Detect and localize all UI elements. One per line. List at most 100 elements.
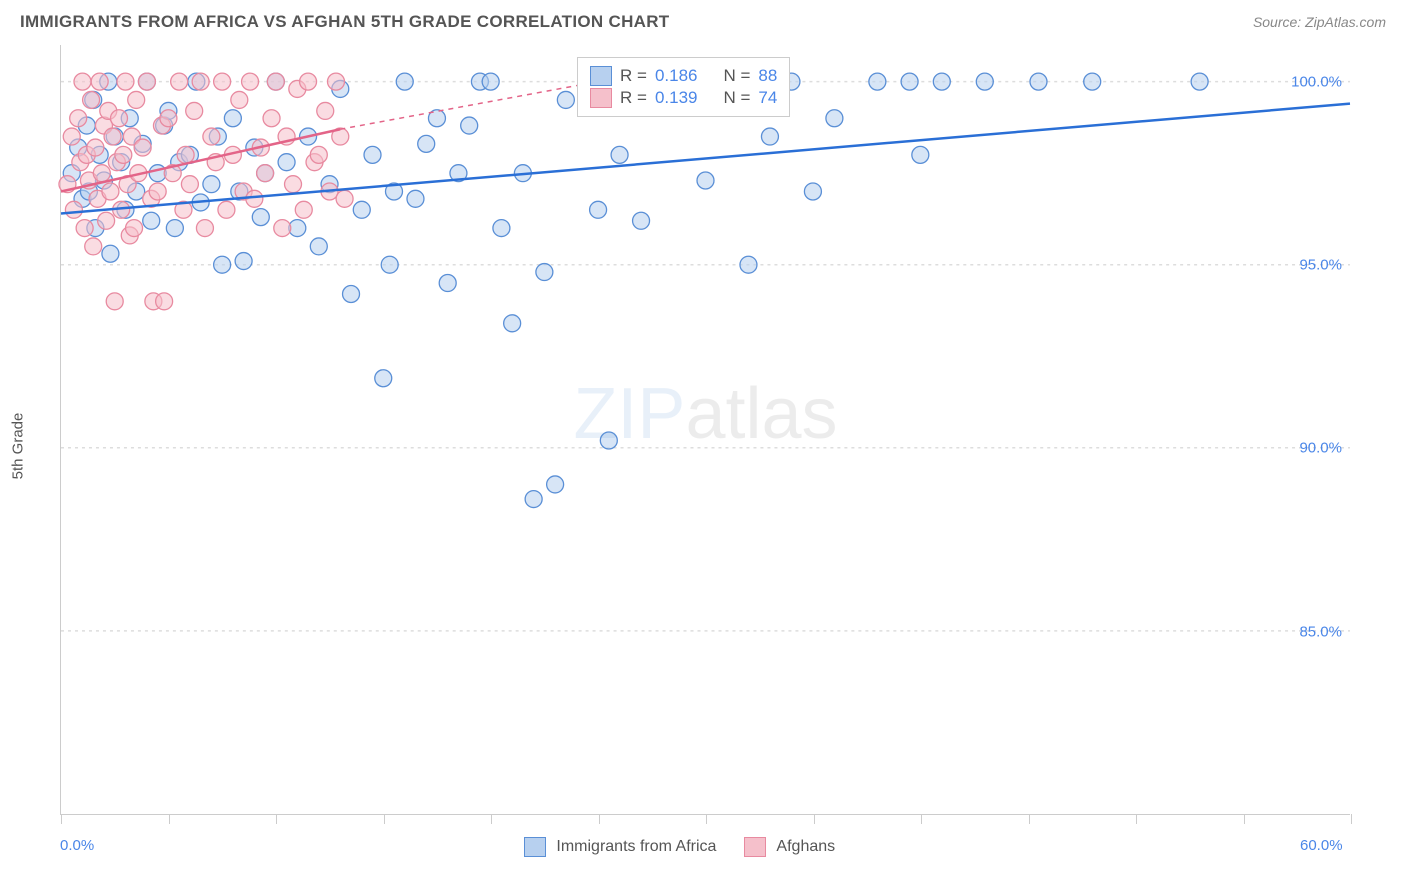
correlation-legend: R = 0.186 N = 88 R = 0.139 N = 74	[577, 57, 790, 117]
data-point	[396, 73, 413, 90]
data-point	[87, 139, 104, 156]
data-point	[407, 190, 424, 207]
data-point	[242, 73, 259, 90]
r-label: R =	[620, 66, 647, 86]
data-point	[439, 275, 456, 292]
r-value: 0.186	[655, 66, 698, 86]
r-label: R =	[620, 88, 647, 108]
chart-svg	[61, 45, 1350, 814]
n-value: 74	[758, 88, 777, 108]
data-point	[295, 201, 312, 218]
data-point	[804, 183, 821, 200]
data-point	[912, 146, 929, 163]
data-point	[231, 91, 248, 108]
x-tick	[599, 814, 600, 824]
data-point	[93, 165, 110, 182]
data-point	[102, 245, 119, 262]
data-point	[536, 264, 553, 281]
legend-label: Afghans	[776, 838, 835, 856]
legend-row: R = 0.139 N = 74	[590, 88, 777, 108]
chart-title: IMMIGRANTS FROM AFRICA VS AFGHAN 5TH GRA…	[20, 12, 670, 32]
data-point	[590, 201, 607, 218]
source-attribution: Source: ZipAtlas.com	[1253, 14, 1386, 30]
data-point	[336, 190, 353, 207]
data-point	[547, 476, 564, 493]
x-tick	[1244, 814, 1245, 824]
data-point	[257, 165, 274, 182]
x-tick	[1136, 814, 1137, 824]
x-axis-max-label: 60.0%	[1300, 837, 1343, 854]
data-point	[192, 73, 209, 90]
data-point	[381, 256, 398, 273]
y-axis-title: 5th Grade	[10, 413, 27, 480]
data-point	[91, 73, 108, 90]
data-point	[310, 146, 327, 163]
data-point	[177, 146, 194, 163]
y-tick-label: 85.0%	[1299, 623, 1342, 640]
data-point	[901, 73, 918, 90]
legend-swatch	[524, 837, 546, 857]
data-point	[461, 117, 478, 134]
data-point	[482, 73, 499, 90]
legend-swatch	[590, 66, 612, 86]
legend-row: R = 0.186 N = 88	[590, 66, 777, 86]
data-point	[160, 110, 177, 127]
series-legend: Immigrants from Africa Afghans	[524, 837, 853, 857]
plot-area: 85.0%90.0%95.0%100.0% ZIPatlas R = 0.186…	[60, 45, 1350, 815]
r-value: 0.139	[655, 88, 698, 108]
data-point	[149, 183, 166, 200]
data-point	[203, 128, 220, 145]
data-point	[1084, 73, 1101, 90]
data-point	[65, 201, 82, 218]
data-point	[224, 110, 241, 127]
data-point	[104, 128, 121, 145]
x-tick	[169, 814, 170, 824]
data-point	[246, 190, 263, 207]
data-point	[235, 253, 252, 270]
data-point	[600, 432, 617, 449]
x-tick	[61, 814, 62, 824]
data-point	[63, 128, 80, 145]
data-point	[285, 176, 302, 193]
data-point	[418, 135, 435, 152]
data-point	[611, 146, 628, 163]
data-point	[375, 370, 392, 387]
data-point	[166, 220, 183, 237]
y-tick-label: 90.0%	[1299, 440, 1342, 457]
data-point	[317, 102, 334, 119]
data-point	[83, 91, 100, 108]
data-point	[826, 110, 843, 127]
data-point	[278, 154, 295, 171]
data-point	[134, 139, 151, 156]
n-value: 88	[758, 66, 777, 86]
data-point	[196, 220, 213, 237]
x-axis-min-label: 0.0%	[60, 837, 94, 854]
data-point	[1191, 73, 1208, 90]
data-point	[111, 110, 128, 127]
data-point	[214, 256, 231, 273]
x-tick	[814, 814, 815, 824]
data-point	[156, 293, 173, 310]
data-point	[525, 491, 542, 508]
data-point	[181, 176, 198, 193]
data-point	[128, 91, 145, 108]
data-point	[102, 183, 119, 200]
n-label: N =	[723, 88, 750, 108]
data-point	[504, 315, 521, 332]
data-point	[633, 212, 650, 229]
legend-label: Immigrants from Africa	[556, 838, 716, 856]
x-tick	[921, 814, 922, 824]
data-point	[933, 73, 950, 90]
x-tick	[1351, 814, 1352, 824]
data-point	[761, 128, 778, 145]
data-point	[98, 212, 115, 229]
x-tick	[706, 814, 707, 824]
data-point	[252, 209, 269, 226]
legend-swatch	[744, 837, 766, 857]
x-tick	[384, 814, 385, 824]
data-point	[364, 146, 381, 163]
data-point	[267, 73, 284, 90]
data-point	[343, 286, 360, 303]
data-point	[115, 146, 132, 163]
data-point	[214, 73, 231, 90]
